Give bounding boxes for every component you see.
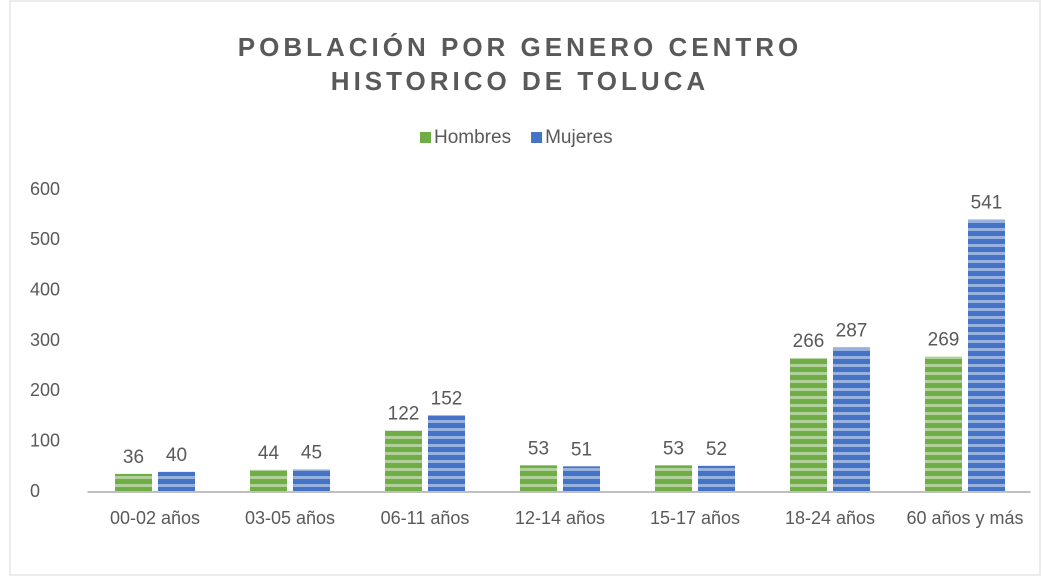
- y-tick-label: 500: [30, 229, 60, 249]
- data-label: 541: [971, 193, 1003, 214]
- legend-label: Mujeres: [545, 127, 613, 148]
- bar: [698, 465, 735, 492]
- legend-label: Hombres: [434, 127, 511, 148]
- x-tick-label: 06-11 años: [380, 508, 470, 528]
- data-label: 36: [123, 447, 144, 468]
- chart-title: POBLACIÓN POR GENERO CENTRO HISTORICO DE…: [237, 32, 803, 96]
- bar: [428, 415, 465, 492]
- y-tick-label: 0: [30, 481, 40, 501]
- bar: [563, 466, 600, 492]
- y-tick-label: 200: [30, 380, 60, 400]
- data-label: 53: [663, 438, 684, 459]
- data-label: 266: [793, 331, 825, 352]
- data-label: 45: [301, 442, 322, 463]
- bar: [158, 471, 195, 492]
- data-label: 53: [528, 438, 549, 459]
- bar: [115, 473, 152, 492]
- bar: [293, 469, 330, 492]
- y-tick-label: 600: [30, 179, 60, 199]
- bar: [520, 465, 557, 492]
- y-tick-label: 400: [30, 279, 60, 299]
- y-tick-label: 300: [30, 330, 60, 350]
- data-label: 152: [431, 389, 463, 410]
- x-tick-label: 60 años y más: [906, 508, 1024, 528]
- bar: [250, 469, 287, 492]
- y-tick-label: 100: [30, 430, 60, 450]
- data-label: 40: [166, 445, 187, 466]
- bar: [385, 430, 422, 492]
- x-tick-label: 12-14 años: [514, 508, 606, 528]
- legend-swatch: [531, 132, 543, 143]
- x-tick-label: 18-24 años: [784, 508, 876, 528]
- bar: [925, 356, 962, 492]
- bar: [968, 219, 1005, 493]
- data-label: 51: [571, 439, 592, 460]
- x-tick-label: 15-17 años: [649, 508, 741, 528]
- bar: [833, 347, 870, 492]
- data-label: 122: [388, 404, 420, 425]
- x-tick-label: 03-05 años: [244, 508, 336, 528]
- data-label: 44: [258, 443, 280, 464]
- bar: [790, 358, 827, 492]
- data-label: 269: [928, 330, 960, 351]
- data-label: 287: [836, 321, 868, 342]
- legend-swatch: [420, 132, 431, 143]
- data-label: 52: [706, 439, 727, 460]
- bar: [655, 465, 692, 492]
- x-tick-label: 00-02 años: [109, 508, 201, 528]
